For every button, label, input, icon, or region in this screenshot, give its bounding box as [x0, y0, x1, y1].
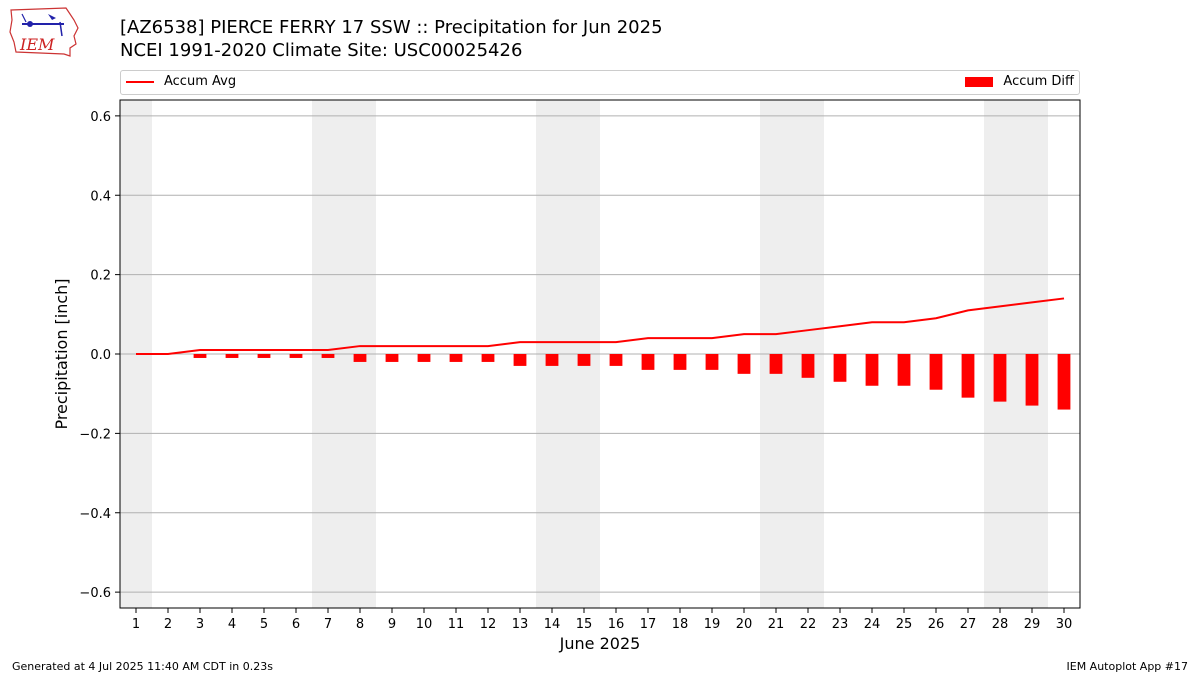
accum-diff-bar [257, 354, 271, 358]
x-tick-label: 26 [928, 617, 945, 632]
x-tick-label: 4 [228, 617, 236, 632]
x-tick-label: 20 [736, 617, 753, 632]
legend-bar-swatch [965, 76, 994, 87]
accum-diff-bar [353, 354, 367, 362]
accum-diff-bar [801, 354, 815, 378]
x-tick-label: 21 [768, 617, 785, 632]
legend-label-accum-avg: Accum Avg [164, 74, 237, 89]
accum-diff-bar [417, 354, 431, 362]
accum-diff-bar [1057, 354, 1071, 410]
accum-diff-bar [673, 354, 687, 370]
legend-line-swatch [126, 80, 154, 83]
accum-diff-bar [225, 354, 239, 358]
y-tick-label: −0.2 [79, 427, 111, 442]
accum-diff-bar [609, 354, 623, 366]
logo-text: IEM [19, 35, 55, 54]
accum-diff-bar [577, 354, 591, 366]
app-label: IEM Autoplot App #17 [1066, 660, 1189, 673]
x-tick-label: 18 [672, 617, 689, 632]
legend-item-accum-diff: Accum Diff [965, 74, 1074, 89]
iem-iowa-logo-icon: IEM [9, 7, 79, 57]
x-tick-label: 24 [864, 617, 881, 632]
x-tick-label: 2 [164, 617, 172, 632]
x-tick-label: 15 [576, 617, 593, 632]
accum-avg-line [136, 297, 1065, 355]
y-tick-label: −0.6 [79, 586, 111, 601]
grid-lines [120, 115, 1080, 593]
legend-item-accum-avg: Accum Avg [126, 74, 236, 89]
generated-timestamp: Generated at 4 Jul 2025 11:40 AM CDT in … [12, 660, 273, 673]
chart-subtitle: NCEI 1991-2020 Climate Site: USC00025426 [120, 40, 523, 61]
x-tick-label: 12 [480, 617, 497, 632]
x-tick-label: 9 [388, 617, 396, 632]
x-tick-label: 27 [960, 617, 977, 632]
accum-diff-bar [737, 354, 751, 374]
accum-diff-bar [289, 354, 303, 358]
y-tick-label: 0.6 [90, 110, 111, 125]
y-tick-label: 0.0 [90, 348, 111, 363]
x-tick-label: 6 [292, 617, 300, 632]
accum-diff-bar [481, 354, 495, 362]
x-tick-label: 10 [416, 617, 433, 632]
x-tick-label: 11 [448, 617, 465, 632]
x-tick-label: 22 [800, 617, 817, 632]
accum-diff-bar [769, 354, 783, 374]
accum-diff-bar [897, 354, 911, 386]
accum-diff-bar [641, 354, 655, 370]
accum-diff-bar [193, 354, 207, 358]
x-tick-label: 14 [544, 617, 561, 632]
x-tick-label: 17 [640, 617, 657, 632]
iem-logo: IEM [8, 6, 80, 62]
x-tick-label: 16 [608, 617, 625, 632]
x-tick-label: 29 [1024, 617, 1041, 632]
legend-label-accum-diff: Accum Diff [1003, 74, 1074, 89]
accum-diff-bar [705, 354, 719, 370]
y-axis: −0.6 −0.4 −0.2 0.0 0.2 0.4 0.6 [79, 110, 120, 601]
x-tick-label: 25 [896, 617, 913, 632]
accum-diff-bar [321, 354, 335, 358]
legend: Accum Avg Accum Diff [120, 70, 1080, 95]
accum-diff-bar [449, 354, 463, 362]
y-tick-label: 0.2 [90, 269, 111, 284]
accum-diff-bars [193, 354, 1071, 410]
weekend-bands [120, 100, 1048, 608]
accum-diff-bar [513, 354, 527, 366]
accum-diff-bar [993, 354, 1007, 402]
x-tick-label: 23 [832, 617, 849, 632]
x-tick-label: 13 [512, 617, 529, 632]
y-tick-label: −0.4 [79, 507, 111, 522]
x-axis-label: June 2025 [559, 634, 641, 653]
y-tick-label: 0.4 [90, 189, 111, 204]
y-axis-label: Precipitation [inch] [52, 278, 71, 429]
chart-title: [AZ6538] PIERCE FERRY 17 SSW :: Precipit… [120, 17, 663, 38]
x-tick-label: 3 [196, 617, 204, 632]
x-tick-label: 8 [356, 617, 364, 632]
x-tick-label: 28 [992, 617, 1009, 632]
accum-diff-bar [385, 354, 399, 362]
x-tick-label: 5 [260, 617, 268, 632]
x-tick-label: 7 [324, 617, 332, 632]
x-tick-label: 19 [704, 617, 721, 632]
accum-diff-bar [833, 354, 847, 382]
accum-diff-bar [961, 354, 975, 398]
x-axis: 1 2 3 4 5 6 7 8 9 10 11 12 13 14 15 16 17 18 19 20 21 22 23 24 2… [132, 608, 1072, 632]
accum-diff-bar [1025, 354, 1039, 406]
x-tick-label: 1 [132, 617, 140, 632]
accum-diff-bar [545, 354, 559, 366]
accum-diff-bar [929, 354, 943, 390]
accum-avg-line-group [136, 297, 1065, 355]
accum-diff-bar [865, 354, 879, 386]
x-tick-label: 30 [1056, 617, 1073, 632]
